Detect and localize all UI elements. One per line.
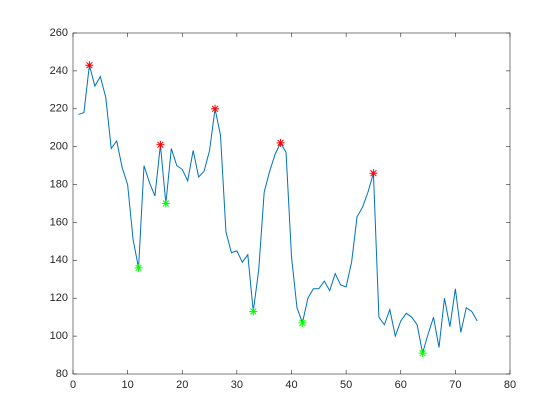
x-tick-label: 30	[231, 379, 243, 391]
marker	[369, 169, 378, 178]
y-tick-label: 100	[50, 330, 68, 342]
marker	[298, 318, 307, 327]
y-tick-label: 140	[50, 254, 68, 266]
marker	[134, 263, 143, 272]
plot-area	[72, 32, 511, 375]
x-tick-label: 60	[395, 379, 407, 391]
x-tick-label: 80	[504, 379, 516, 391]
y-tick-label: 160	[50, 216, 68, 228]
marker	[211, 104, 220, 113]
marker	[249, 307, 258, 316]
y-tick-label: 240	[50, 65, 68, 77]
x-tick-label: 70	[449, 379, 461, 391]
marker	[418, 349, 427, 358]
x-tick-label: 10	[122, 379, 134, 391]
marker	[276, 138, 285, 147]
x-tick-label: 40	[285, 379, 297, 391]
y-tick-label: 220	[50, 103, 68, 115]
x-tick-label: 50	[340, 379, 352, 391]
marker	[85, 61, 94, 70]
y-tick-label: 120	[50, 292, 68, 304]
marker	[156, 140, 165, 149]
data-line	[78, 65, 478, 354]
y-tick-label: 180	[50, 178, 68, 190]
x-tick-label: 0	[70, 379, 76, 391]
y-tick-label: 260	[50, 27, 68, 39]
x-tick-label: 20	[176, 379, 188, 391]
y-tick-label: 80	[56, 368, 68, 380]
marker	[161, 199, 170, 208]
y-tick-label: 200	[50, 141, 68, 153]
